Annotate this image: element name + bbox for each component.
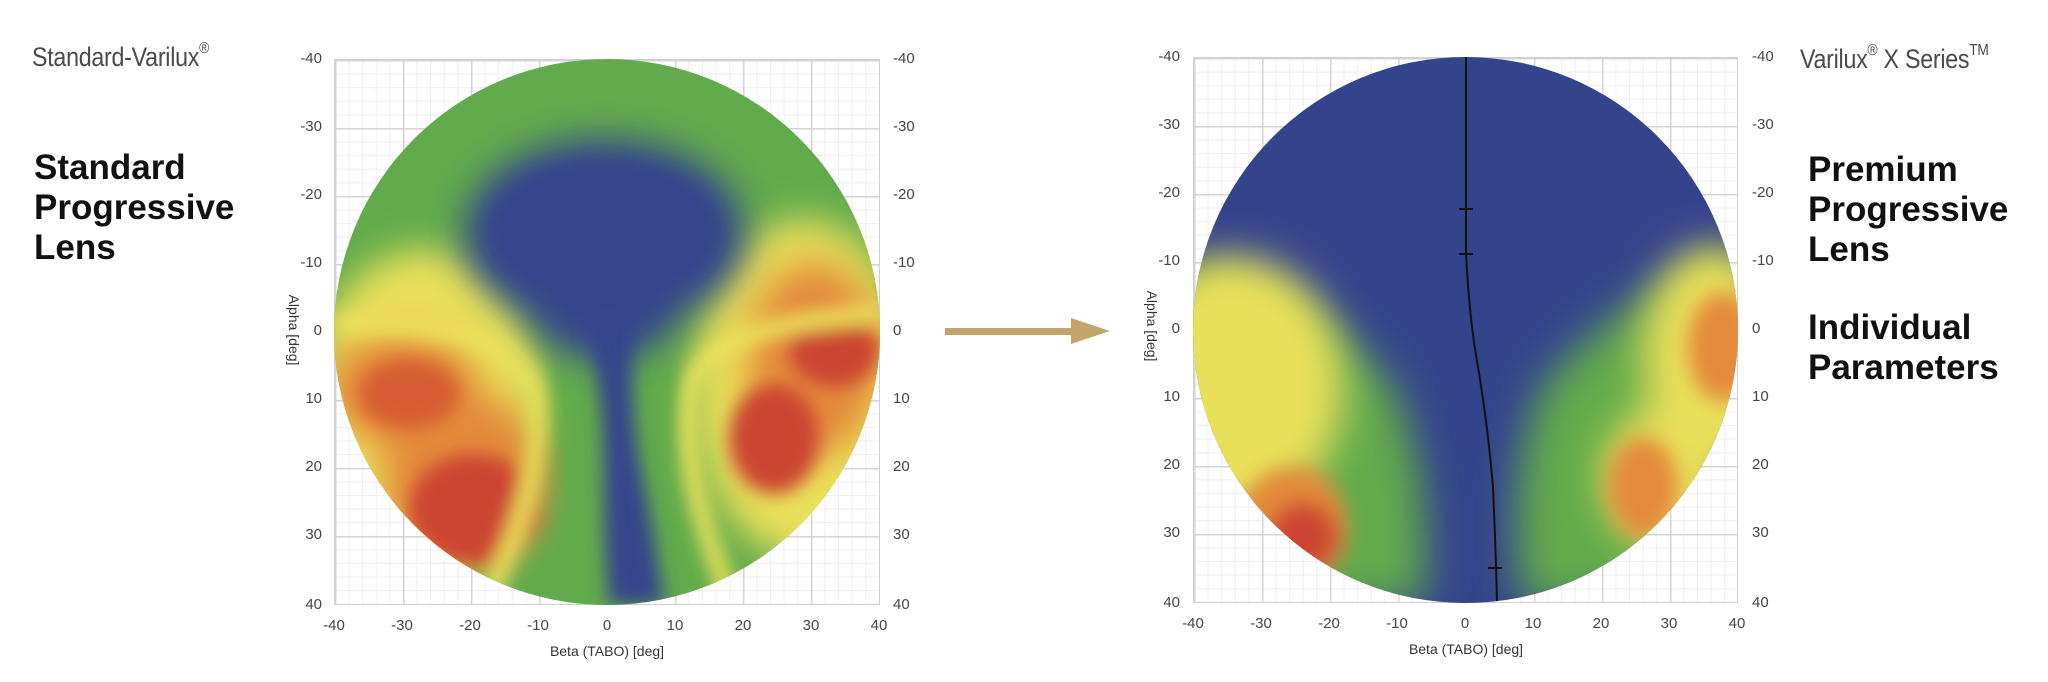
right-headline-line: Individual	[1808, 308, 1972, 347]
left-headline-line: Standard	[34, 148, 186, 187]
right-headline-line: Progressive	[1808, 190, 2009, 229]
x-tick: 20	[734, 617, 752, 634]
y-axis-label: Alpha [deg]	[1144, 290, 1160, 362]
y-tick-right: 30	[893, 526, 910, 543]
y-tick: -40	[300, 50, 322, 67]
y-tick-right: 0	[1752, 320, 1761, 337]
y-tick: 10	[305, 390, 322, 407]
y-tick: 20	[1163, 456, 1180, 473]
right-lens-heatmap	[1193, 57, 1738, 603]
y-tick: -10	[1158, 252, 1180, 269]
y-tick: 40	[305, 596, 322, 613]
left-brand-title: Standard-Varilux®	[32, 40, 209, 73]
x-tick: 0	[1460, 615, 1470, 632]
x-axis-label: Beta (TABO) [deg]	[549, 643, 665, 659]
y-tick-right: 30	[1752, 524, 1769, 541]
left-headline-line: Progressive	[34, 188, 235, 227]
registered-mark: ®	[1867, 42, 1878, 59]
y-tick-right: -40	[1752, 48, 1774, 65]
y-tick: -30	[1158, 116, 1180, 133]
arrow-right-icon	[945, 318, 1110, 344]
y-tick-right: 40	[893, 596, 910, 613]
y-tick: 30	[305, 526, 322, 543]
y-tick: -30	[300, 118, 322, 135]
y-tick-right: -40	[893, 50, 915, 67]
y-tick: 20	[305, 458, 322, 475]
y-tick: -40	[1158, 48, 1180, 65]
y-tick: 30	[1163, 524, 1180, 541]
x-tick: 10	[1524, 615, 1542, 632]
y-tick-right: 20	[893, 458, 910, 475]
right-headline-line: Lens	[1808, 230, 1890, 269]
left-lens-heatmap	[334, 59, 880, 605]
x-tick: 30	[1660, 615, 1678, 632]
x-tick: -10	[527, 617, 549, 634]
x-tick: -10	[1386, 615, 1408, 632]
registered-mark: ®	[199, 40, 209, 57]
x-tick: -20	[1318, 615, 1340, 632]
x-axis-label: Beta (TABO) [deg]	[1408, 641, 1524, 657]
y-tick: 40	[1163, 594, 1180, 611]
x-tick: -40	[323, 617, 345, 634]
x-tick: -30	[1250, 615, 1272, 632]
y-tick-right: -10	[893, 254, 915, 271]
x-tick: 30	[802, 617, 820, 634]
y-tick: -20	[1158, 184, 1180, 201]
x-tick: 10	[666, 617, 684, 634]
y-tick: 10	[1163, 388, 1180, 405]
y-tick: -20	[300, 186, 322, 203]
right-brand-title: Varilux® X SeriesTM	[1800, 42, 1989, 75]
y-tick: 0	[313, 322, 322, 339]
x-tick: -30	[391, 617, 413, 634]
right-headline-line: Parameters	[1808, 348, 1999, 387]
x-tick: 40	[1728, 615, 1746, 632]
y-tick-right: 40	[1752, 594, 1769, 611]
y-tick-right: -10	[1752, 252, 1774, 269]
left-headline-line: Lens	[34, 228, 116, 267]
y-tick-right: -20	[893, 186, 915, 203]
left-brand-text: Standard-Varilux	[32, 42, 200, 72]
x-tick: -40	[1182, 615, 1204, 632]
y-tick-right: -20	[1752, 184, 1774, 201]
x-tick: 0	[602, 617, 612, 634]
y-axis-label: Alpha [deg]	[286, 294, 302, 366]
right-brand-text: Varilux	[1800, 44, 1868, 74]
y-tick-right: -30	[1752, 116, 1774, 133]
y-tick-right: 10	[1752, 388, 1769, 405]
y-tick-right: 10	[893, 390, 910, 407]
x-tick: -20	[459, 617, 481, 634]
right-headline: Premium Progressive Lens	[1808, 150, 2008, 270]
x-tick: 40	[870, 617, 888, 634]
y-tick-right: 20	[1752, 456, 1769, 473]
right-headline-2: Individual Parameters	[1808, 308, 1999, 388]
y-tick: 0	[1171, 320, 1180, 337]
trademark-mark: TM	[1969, 42, 1989, 59]
left-headline: Standard Progressive Lens	[34, 148, 234, 268]
right-headline-line: Premium	[1808, 150, 1958, 189]
right-brand-suffix: X Series	[1877, 44, 1970, 74]
y-tick-right: -30	[893, 118, 915, 135]
x-tick: 20	[1592, 615, 1610, 632]
y-tick: -10	[300, 254, 322, 271]
y-tick-right: 0	[893, 322, 902, 339]
